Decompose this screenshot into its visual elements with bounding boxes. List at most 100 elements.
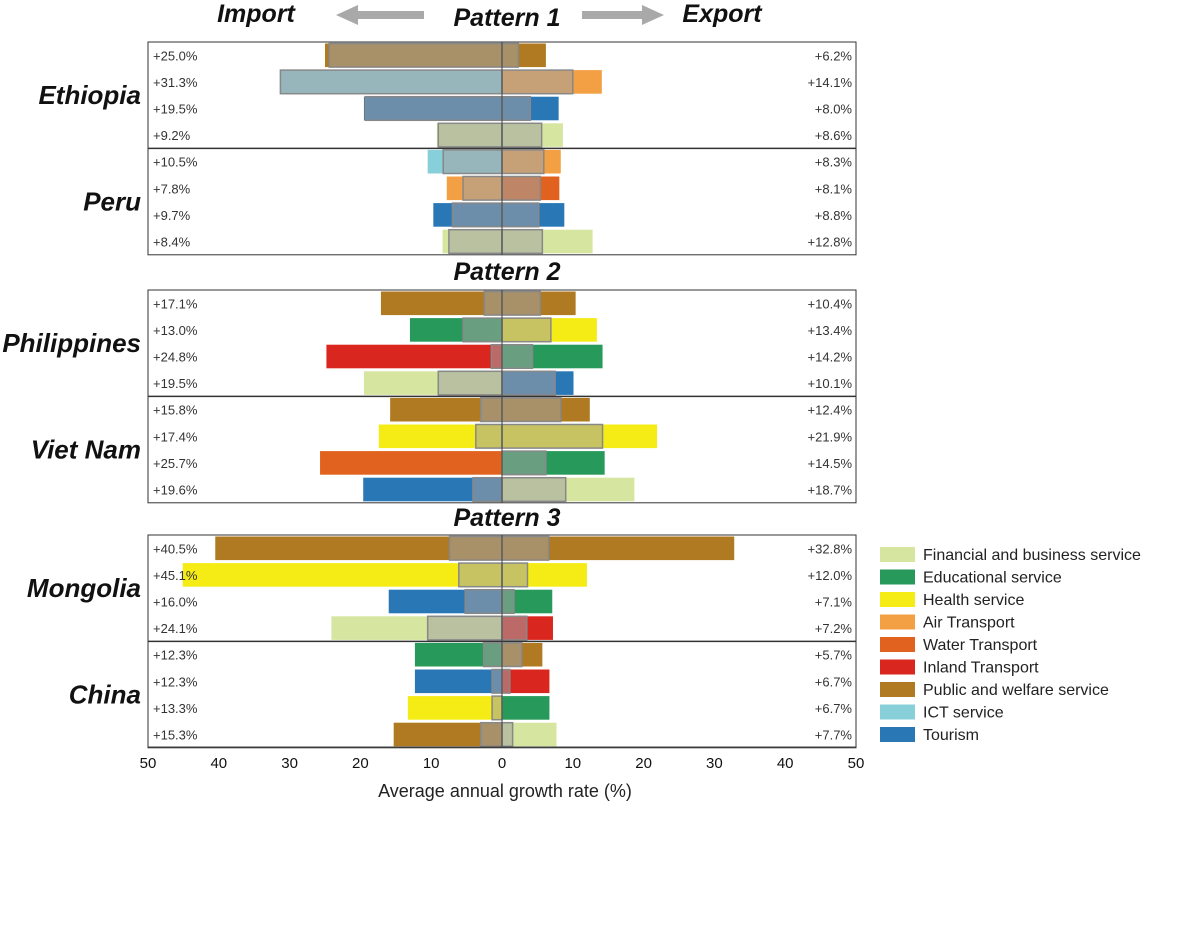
export-bar	[502, 536, 735, 561]
import-overlay-bar	[491, 695, 503, 721]
import-overlay-bar	[475, 423, 503, 449]
import-bar	[320, 451, 502, 475]
import-overlay-bar	[328, 42, 503, 68]
export-overlay-bar	[501, 343, 534, 370]
import-bar	[393, 722, 502, 747]
export-overlay-bar	[501, 615, 528, 641]
export-overlay-bar	[501, 562, 529, 588]
export-overlay-bar	[501, 397, 562, 423]
import-value-label: +25.0%	[153, 48, 198, 63]
x-tick-label: 40	[777, 755, 794, 772]
export-value-label: +8.1%	[815, 181, 853, 196]
legend-swatch	[880, 547, 915, 562]
export-value-label: +6.2%	[815, 48, 853, 63]
export-overlay-bar	[501, 175, 541, 201]
import-overlay-bar	[451, 202, 503, 228]
legend: Financial and business service Educationa…	[880, 547, 1141, 744]
import-bar	[326, 344, 502, 369]
import-value-label: +19.6%	[153, 483, 198, 498]
legend-swatch	[880, 682, 915, 697]
x-tick-label: 20	[352, 755, 369, 772]
export-value-label: +7.2%	[815, 621, 853, 636]
import-overlay-bar	[472, 476, 503, 503]
export-value-label: +10.4%	[808, 296, 853, 311]
legend-label: Inland Transport	[923, 660, 1039, 677]
import-overlay-bar	[464, 588, 503, 615]
legend-label: Financial and business service	[923, 547, 1141, 564]
export-value-label: +14.1%	[808, 75, 853, 90]
import-value-label: +7.8%	[153, 181, 191, 196]
legend-label: Tourism	[923, 727, 979, 744]
export-header: Export	[682, 0, 763, 28]
right-arrow-icon	[582, 5, 664, 25]
export-overlay-bar	[501, 423, 604, 449]
export-overlay-bar	[501, 202, 540, 228]
import-overlay-bar	[448, 228, 503, 255]
legend-label: Health service	[923, 592, 1024, 609]
import-overlay-bar	[279, 69, 503, 95]
import-overlay-bar	[482, 642, 503, 668]
export-value-label: +8.3%	[815, 155, 853, 170]
import-value-label: +25.7%	[153, 456, 198, 471]
import-overlay-bar	[490, 343, 503, 370]
export-overlay-bar	[501, 370, 556, 396]
import-overlay-bar	[364, 95, 503, 122]
export-value-label: +6.7%	[815, 674, 853, 689]
import-value-label: +9.7%	[153, 208, 191, 223]
pattern-title: Pattern 2	[454, 258, 561, 286]
import-bar	[363, 477, 502, 502]
export-value-label: +14.2%	[808, 350, 853, 365]
export-value-label: +5.7%	[815, 648, 853, 663]
import-value-label: +17.4%	[153, 429, 198, 444]
legend-swatch	[880, 659, 915, 675]
pattern-title: Pattern 3	[454, 504, 561, 532]
export-value-label: +12.0%	[808, 568, 853, 583]
import-value-label: +13.0%	[153, 323, 198, 338]
import-overlay-bar	[480, 397, 503, 423]
import-value-label: +12.3%	[153, 674, 198, 689]
x-axis-title: Average annual growth rate (%)	[378, 781, 632, 801]
export-value-label: +8.6%	[815, 128, 853, 143]
legend-label: ICT service	[923, 705, 1004, 722]
export-value-label: +6.7%	[815, 701, 853, 716]
export-overlay-bar	[501, 450, 547, 476]
import-overlay-bar	[462, 175, 503, 201]
x-tick-label: 40	[210, 755, 227, 772]
import-value-label: +19.5%	[153, 376, 198, 391]
import-overlay-bar	[491, 668, 503, 694]
legend-label: Air Transport	[923, 615, 1015, 632]
export-overlay-bar	[501, 588, 515, 615]
legend-label: Educational service	[923, 570, 1062, 587]
import-overlay-bar	[483, 290, 503, 316]
export-value-label: +8.8%	[815, 208, 853, 223]
legend-swatch	[880, 704, 915, 720]
export-value-label: +32.8%	[808, 541, 853, 556]
import-overlay-bar	[458, 562, 503, 588]
export-bar	[502, 669, 550, 694]
import-value-label: +19.5%	[153, 102, 198, 117]
export-overlay-bar	[501, 228, 544, 255]
import-overlay-bar	[437, 122, 503, 148]
export-overlay-bar	[501, 721, 514, 748]
import-overlay-bar	[448, 535, 503, 561]
legend-swatch	[880, 592, 915, 607]
import-bar	[182, 563, 502, 587]
export-overlay-bar	[501, 290, 541, 316]
import-overlay-bar	[462, 317, 503, 343]
legend-swatch	[880, 727, 915, 742]
country-label: Mongolia	[27, 573, 141, 603]
import-overlay-bar	[437, 370, 503, 396]
import-overlay-bar	[426, 615, 503, 641]
import-overlay-bar	[480, 721, 503, 748]
import-value-label: +24.1%	[153, 621, 198, 636]
import-header: Import	[217, 0, 296, 28]
import-value-label: +10.5%	[153, 155, 198, 170]
export-bar	[502, 696, 550, 720]
x-tick-label: 20	[635, 755, 652, 772]
import-value-label: +45.1%	[153, 568, 198, 583]
import-value-label: +9.2%	[153, 128, 191, 143]
import-value-label: +13.3%	[153, 701, 198, 716]
export-overlay-bar	[501, 642, 523, 668]
left-arrow-icon	[336, 5, 424, 25]
export-value-label: +7.7%	[815, 728, 853, 743]
